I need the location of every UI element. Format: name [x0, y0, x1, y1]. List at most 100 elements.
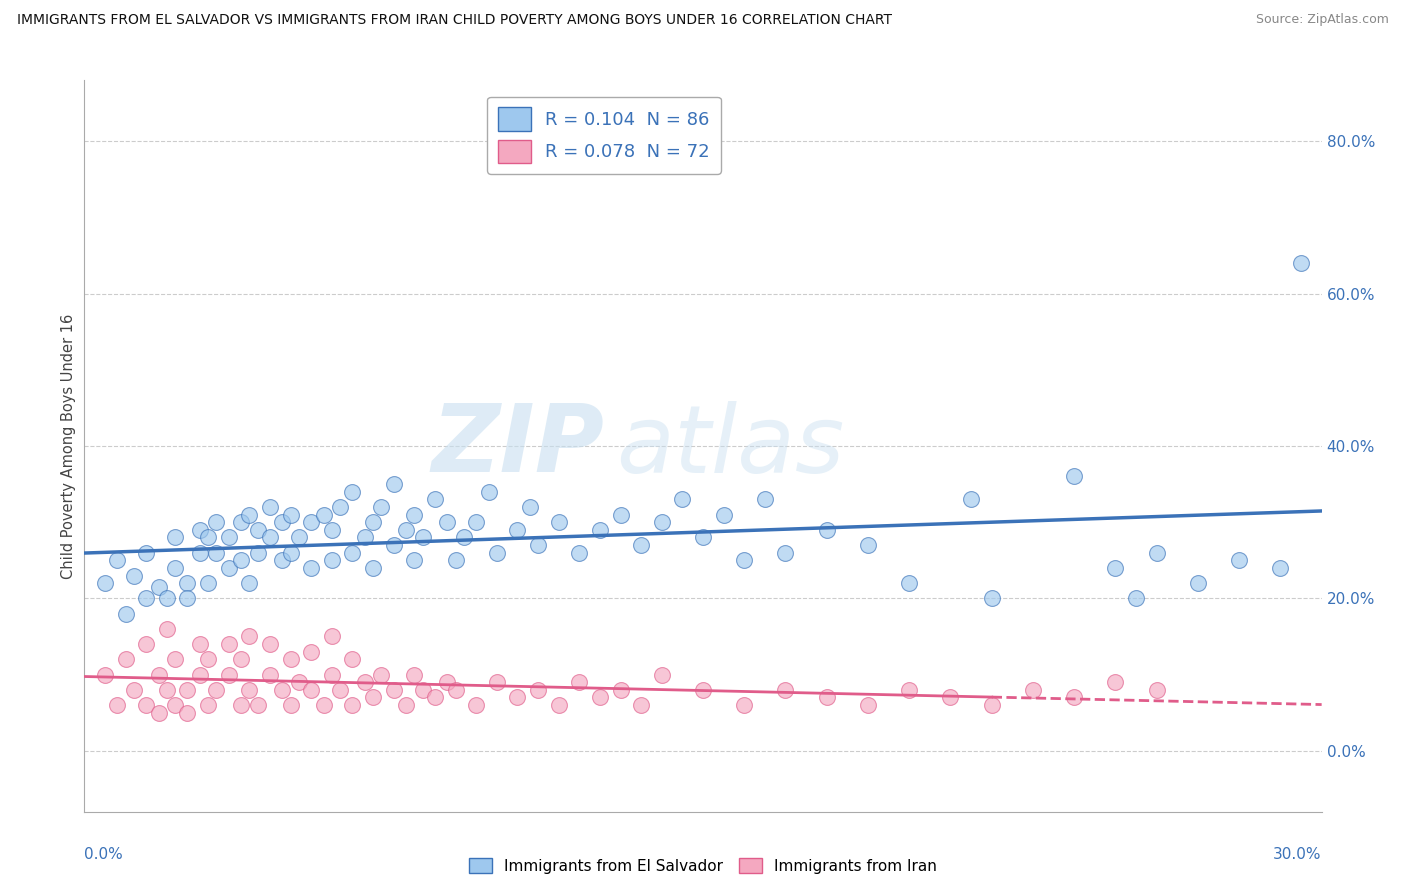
- Point: [165, 530, 187, 544]
- Point: [271, 515, 294, 529]
- Point: [321, 667, 343, 681]
- Point: [1146, 682, 1168, 697]
- Point: [423, 690, 446, 705]
- Point: [176, 682, 198, 697]
- Point: [939, 690, 962, 705]
- Point: [259, 637, 281, 651]
- Point: [238, 630, 260, 644]
- Point: [197, 530, 219, 544]
- Point: [1125, 591, 1147, 606]
- Point: [299, 645, 322, 659]
- Point: [135, 546, 157, 560]
- Text: atlas: atlas: [616, 401, 845, 491]
- Point: [205, 515, 228, 529]
- Point: [188, 523, 211, 537]
- Legend: Immigrants from El Salvador, Immigrants from Iran: Immigrants from El Salvador, Immigrants …: [463, 852, 943, 880]
- Point: [568, 675, 591, 690]
- Point: [671, 492, 693, 507]
- Point: [713, 508, 735, 522]
- Point: [312, 698, 335, 712]
- Point: [197, 698, 219, 712]
- Point: [630, 698, 652, 712]
- Text: Source: ZipAtlas.com: Source: ZipAtlas.com: [1256, 13, 1389, 27]
- Point: [321, 630, 343, 644]
- Point: [238, 682, 260, 697]
- Point: [342, 484, 364, 499]
- Point: [485, 675, 508, 690]
- Point: [135, 698, 157, 712]
- Point: [288, 675, 311, 690]
- Point: [547, 515, 569, 529]
- Point: [176, 591, 198, 606]
- Point: [229, 553, 252, 567]
- Point: [589, 523, 612, 537]
- Point: [395, 523, 418, 537]
- Point: [342, 698, 364, 712]
- Point: [114, 607, 136, 621]
- Point: [815, 523, 838, 537]
- Point: [148, 706, 170, 720]
- Point: [404, 667, 426, 681]
- Point: [246, 523, 269, 537]
- Point: [733, 698, 755, 712]
- Point: [692, 530, 714, 544]
- Point: [630, 538, 652, 552]
- Point: [370, 667, 392, 681]
- Point: [609, 508, 631, 522]
- Point: [188, 637, 211, 651]
- Point: [815, 690, 838, 705]
- Y-axis label: Child Poverty Among Boys Under 16: Child Poverty Among Boys Under 16: [60, 313, 76, 579]
- Point: [733, 553, 755, 567]
- Text: ZIP: ZIP: [432, 400, 605, 492]
- Legend: R = 0.104  N = 86, R = 0.078  N = 72: R = 0.104 N = 86, R = 0.078 N = 72: [488, 96, 721, 174]
- Point: [651, 667, 673, 681]
- Point: [218, 561, 240, 575]
- Point: [485, 546, 508, 560]
- Point: [465, 698, 488, 712]
- Point: [519, 500, 541, 514]
- Point: [412, 682, 434, 697]
- Point: [353, 675, 375, 690]
- Point: [404, 508, 426, 522]
- Point: [1104, 675, 1126, 690]
- Point: [898, 576, 921, 591]
- Point: [205, 682, 228, 697]
- Point: [382, 538, 405, 552]
- Point: [280, 546, 302, 560]
- Point: [404, 553, 426, 567]
- Point: [361, 690, 384, 705]
- Point: [259, 500, 281, 514]
- Point: [122, 682, 145, 697]
- Point: [342, 652, 364, 666]
- Point: [94, 667, 117, 681]
- Point: [156, 622, 179, 636]
- Point: [329, 682, 352, 697]
- Point: [527, 538, 550, 552]
- Point: [156, 682, 179, 697]
- Point: [506, 523, 529, 537]
- Point: [423, 492, 446, 507]
- Point: [165, 652, 187, 666]
- Point: [229, 698, 252, 712]
- Point: [156, 591, 179, 606]
- Point: [105, 553, 128, 567]
- Point: [477, 484, 499, 499]
- Point: [280, 508, 302, 522]
- Point: [229, 515, 252, 529]
- Point: [135, 591, 157, 606]
- Point: [506, 690, 529, 705]
- Point: [299, 515, 322, 529]
- Point: [1022, 682, 1045, 697]
- Point: [229, 652, 252, 666]
- Text: 0.0%: 0.0%: [84, 847, 124, 863]
- Point: [775, 546, 797, 560]
- Point: [412, 530, 434, 544]
- Point: [280, 652, 302, 666]
- Point: [980, 591, 1002, 606]
- Point: [321, 553, 343, 567]
- Point: [94, 576, 117, 591]
- Point: [692, 682, 714, 697]
- Point: [329, 500, 352, 514]
- Point: [259, 530, 281, 544]
- Point: [980, 698, 1002, 712]
